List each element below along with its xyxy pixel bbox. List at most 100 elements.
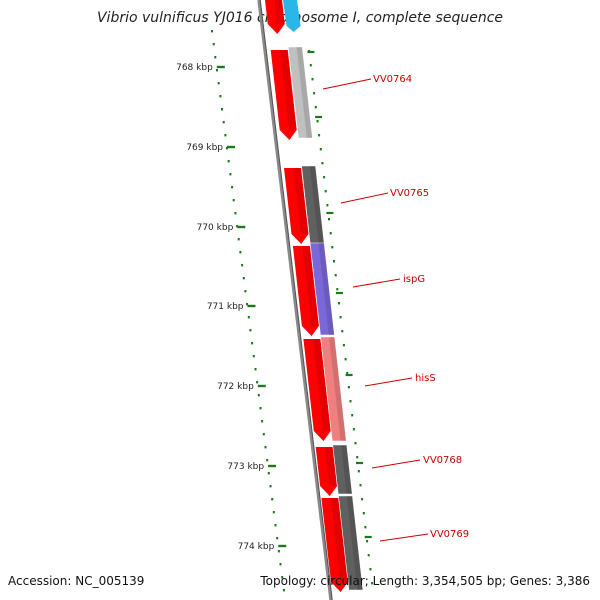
gene-label[interactable]: VV0768 [423,455,462,466]
ruler-dot [267,472,270,475]
gene-leader-line [352,278,401,288]
tick-label: 770 kbp [197,223,234,233]
gene-leader-line [379,533,429,542]
gene-VV0768[interactable] [332,444,353,495]
outer-ruler-dot [329,232,332,235]
strand-arrow-shade [330,498,348,582]
outer-ruler-dot [338,302,340,305]
gene-label[interactable]: VV0769 [430,529,469,540]
gene-VV0769[interactable] [338,495,364,591]
ruler-dot [237,238,240,241]
ruler-dot [221,108,223,111]
ruler-dot [264,446,267,449]
strand-arrow-partial-shade [274,0,285,24]
ruler-dot [244,290,247,293]
strand-arrow [315,447,338,496]
outer-ruler-dot [361,498,364,501]
strand-arrow-shade [280,50,297,130]
gene-label[interactable]: VV0765 [390,188,429,199]
outer-ruler-dot [341,330,344,333]
outer-ruler-dot [359,484,362,487]
strand-arrow-shade [293,168,309,234]
outer-ruler-dot [342,344,345,347]
strand-arrow-shade [302,246,319,326]
ruler-dot [254,368,257,371]
outer-ruler-dot [314,106,317,109]
gene-leader-line [364,377,413,387]
ruler-dot [236,225,239,228]
outer-ruler-dot [357,470,360,473]
outer-ruler-dot [371,582,374,585]
outer-ruler-dot [313,92,316,95]
gene-leader-line [340,192,389,204]
outer-ruler-dot [323,176,326,179]
outer-ruler-dot [366,540,369,543]
outer-ruler-dot [352,428,355,431]
ruler-dot [234,212,237,215]
ruler-dot [227,160,230,163]
outer-ruler-dot [354,442,357,445]
ruler-dot [269,485,272,488]
outer-ruler-dot [349,400,352,403]
ruler-dot [249,329,252,332]
ruler-dot [261,420,264,423]
outer-ruler-dot [321,162,324,165]
gene-label[interactable]: VV0764 [373,74,412,85]
ruler-dot [247,316,250,319]
gene-VV0765-shade [309,166,325,244]
outer-ruler-dot [324,190,327,193]
accession-text: Accession: NC_005139 [8,574,145,588]
strand-arrow [303,339,331,441]
ruler-dot [282,589,285,592]
gene-hisS[interactable] [320,336,347,442]
ruler-dot [281,576,284,579]
ruler-dot [277,550,280,553]
summary-text: Topology: circular; Length: 3,354,505 bp… [260,574,590,588]
outer-ruler-dot [339,316,342,319]
ruler-dot [274,524,277,527]
ruler-dot [241,264,244,267]
tick-label: 769 kbp [186,143,223,153]
outer-ruler-dot [309,64,312,67]
outer-ruler-dot [369,568,372,571]
outer-ruler-dot [326,204,329,207]
outer-ruler-dot [318,134,321,137]
strand-arrow [292,246,319,336]
strand-arrow [270,50,297,140]
ruler-dot [217,82,220,85]
ruler-dot [216,69,218,72]
outer-ruler-dot [328,218,330,221]
ruler-dot [231,186,234,189]
map-title: Vibrio vulnificus YJ016 chromosome I, co… [96,10,504,26]
outer-ruler-dot [334,274,337,277]
gene-VV0764[interactable] [287,46,313,139]
outer-ruler-dot [351,414,354,417]
gene-ispG[interactable] [309,242,335,336]
gene-leader-line [322,78,372,90]
ruler-dot [211,30,213,33]
gene-label[interactable]: hisS [415,373,436,384]
strand-arrow [284,168,309,244]
ruler-dot [266,459,269,462]
outer-ruler-dot [333,260,335,263]
backbone-shadow [259,0,333,600]
strand-arrow-partial [265,0,285,34]
strand-arrow-shade [312,339,331,431]
outer-ruler-dot [362,512,365,515]
outer-ruler-dot [311,78,314,81]
gene-label[interactable]: ispG [403,274,425,285]
outer-ruler-dot [336,288,339,291]
gene-VV0764-shade [296,47,313,138]
tick-label: 773 kbp [227,462,264,472]
ruler-dot [224,134,227,137]
ruler-dot [239,251,242,254]
outer-ruler-dot [346,372,349,375]
partial-gene-top[interactable] [283,0,301,32]
gene-hisS-shade [329,337,347,441]
ruler-dot [214,56,217,59]
ruler-dot [257,394,260,397]
ruler-dot [272,511,275,514]
ruler-dot [242,277,245,280]
ruler-dot [252,355,255,358]
